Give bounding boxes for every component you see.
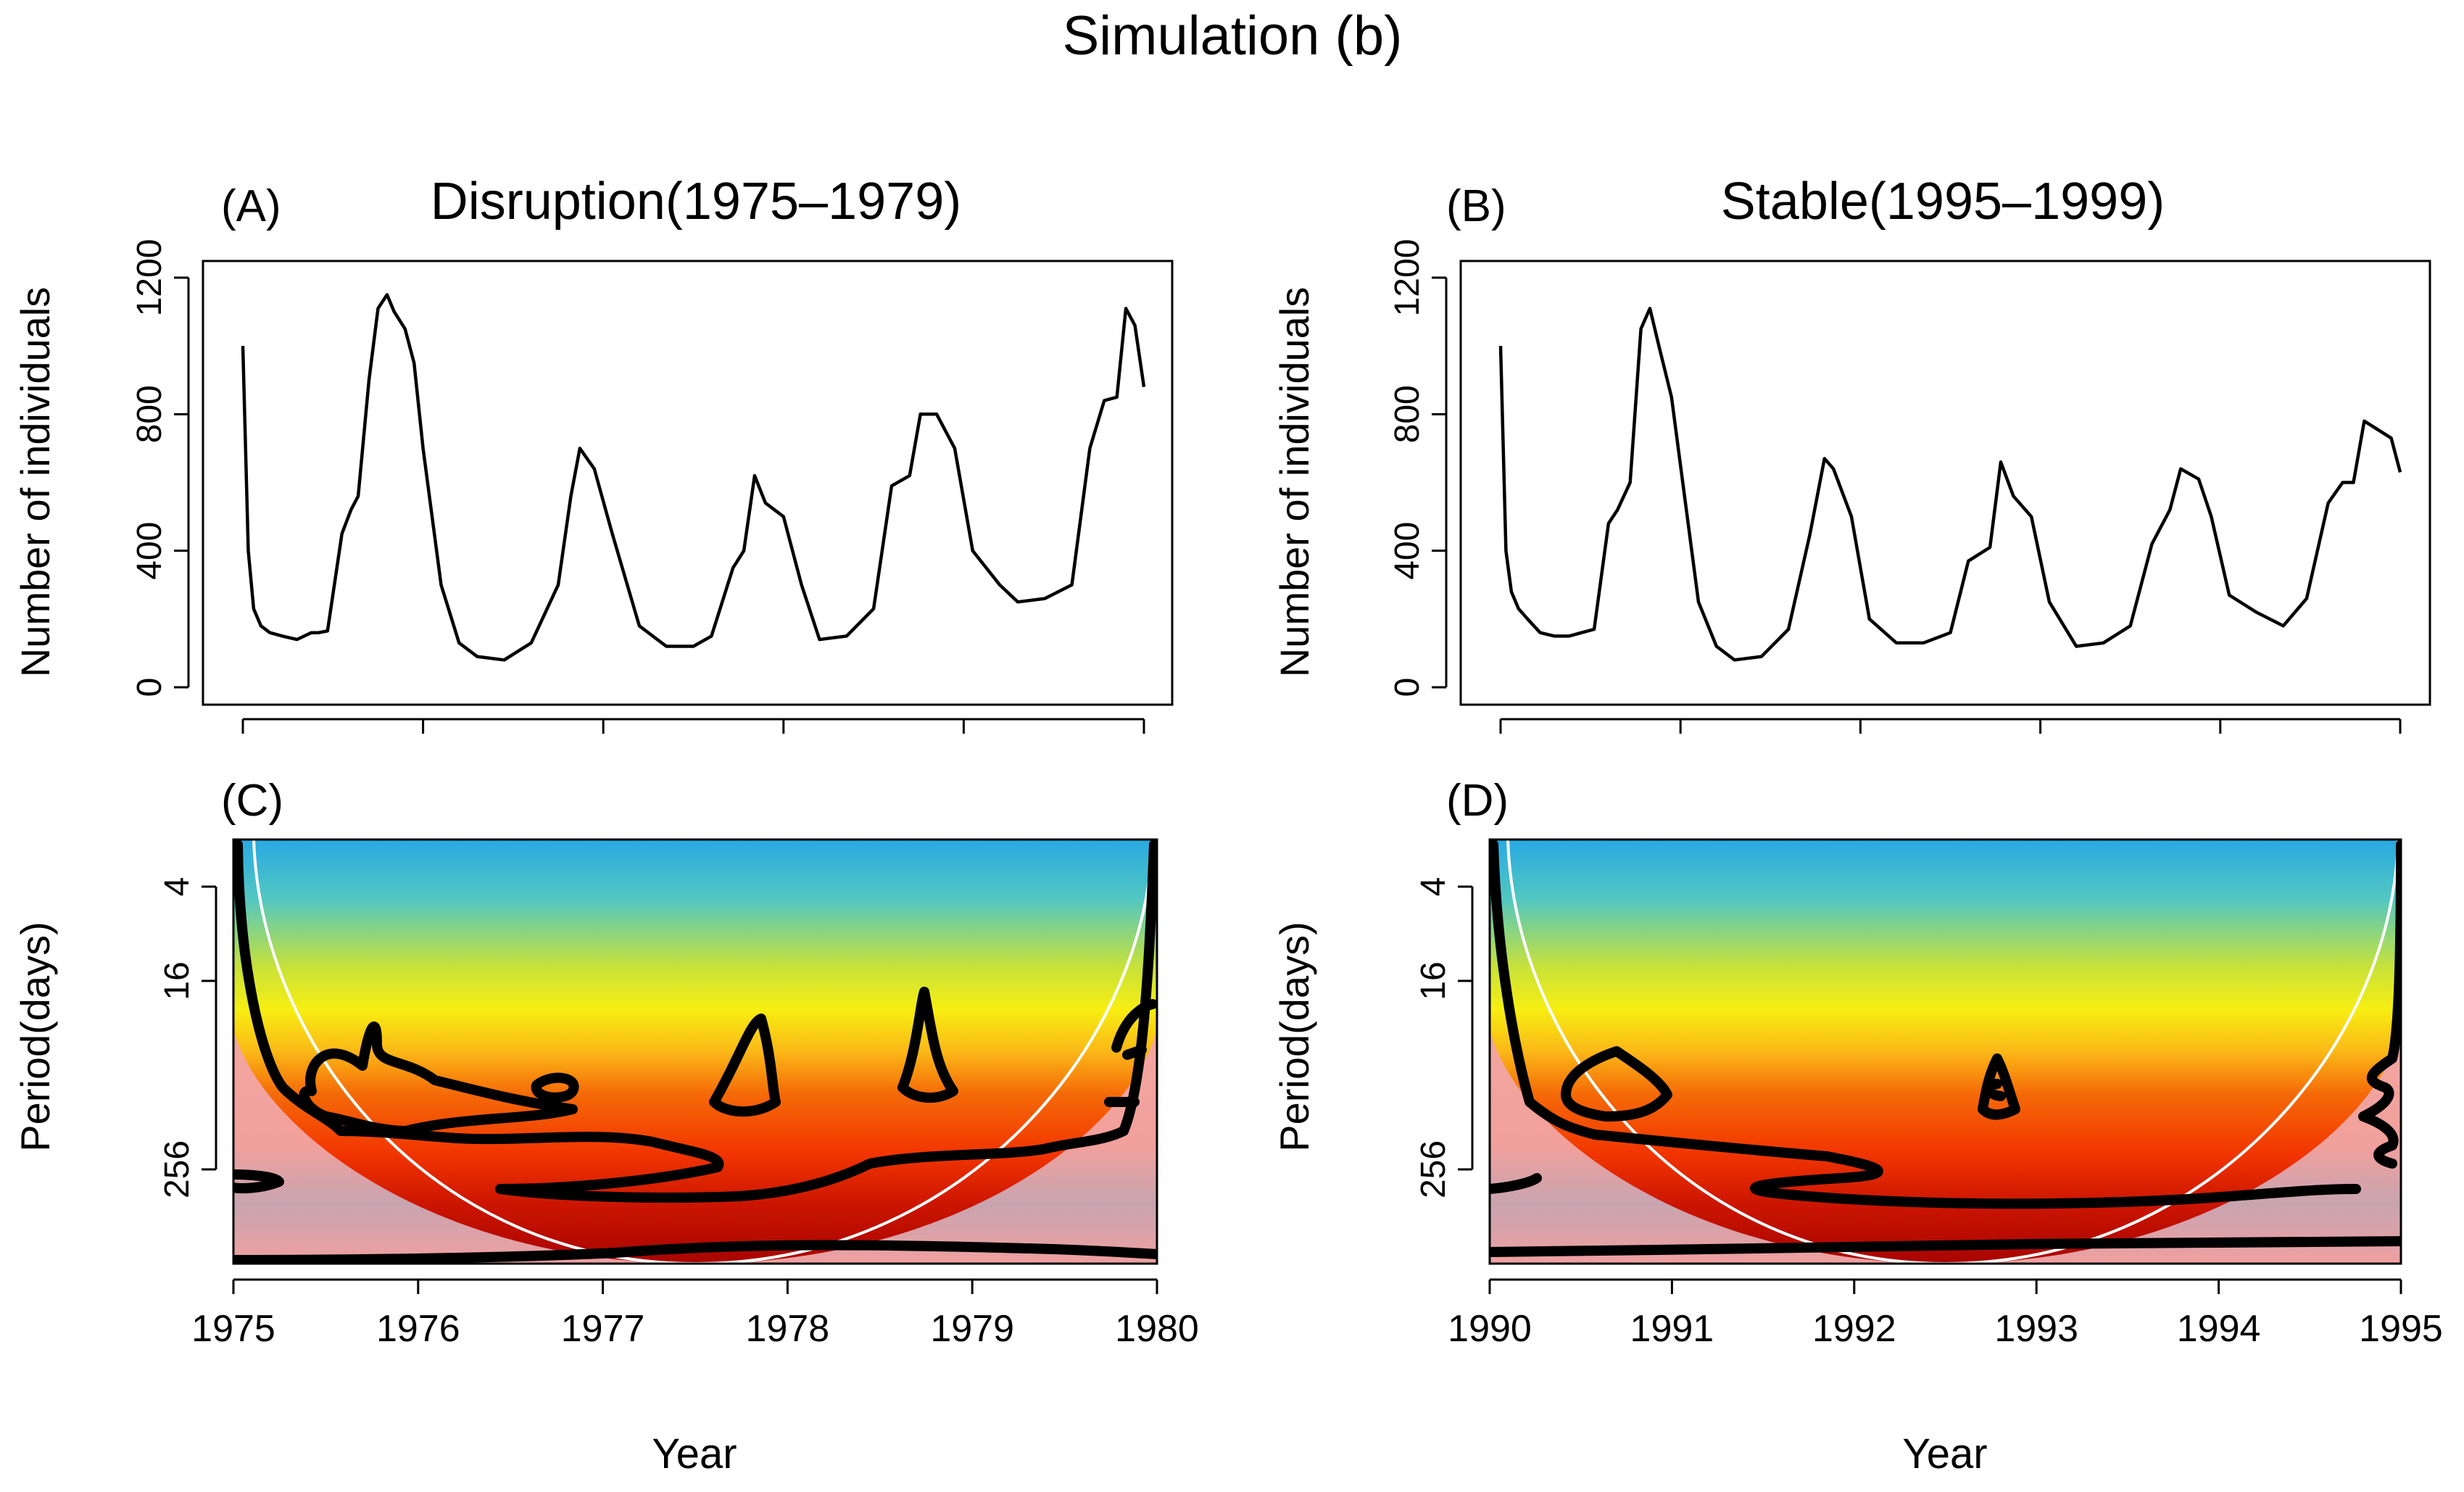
panel-d-x-tick-label: 1993 [1994, 1308, 2078, 1350]
panel-b-label: (B) [1446, 181, 1506, 231]
panel-c-x-tick-label: 1978 [746, 1308, 830, 1350]
panel-c-coi-boundary [252, 840, 1154, 1264]
panel-a-y-tick-label: 800 [130, 385, 169, 443]
panel-c-frame [232, 838, 1158, 1265]
panel-a-title: Disruption(1975–1979) [431, 173, 961, 231]
panel-d-x-tick-label: 1994 [2177, 1308, 2261, 1350]
panel-d-xlabel: Year [1902, 1430, 1987, 1478]
panel-b-axes: 0 400 800 1200 [1388, 239, 2402, 734]
panel-a-frame [202, 260, 1174, 706]
panel-d-x-tick-label: 1992 [1812, 1308, 1896, 1350]
panel-c-significance-contours [233, 840, 1157, 1264]
panel-a-y-tick-label: 1200 [130, 239, 169, 317]
panel-b-frame [1459, 260, 2431, 706]
panel-c-x-tick-label: 1979 [930, 1308, 1014, 1350]
panel-d-axes: 4 16 256 1990 1991 1992 1993 1994 1995 [1414, 877, 2443, 1350]
panel-b-y-tick-label: 800 [1388, 385, 1427, 443]
panel-b-title: Stable(1995–1999) [1721, 173, 2165, 231]
panel-c-power-spectrum [233, 840, 1157, 1264]
panel-c-x-tick-label: 1980 [1115, 1308, 1199, 1350]
panel-d-y-tick-label: 4 [1414, 877, 1453, 897]
panel-c-x-tick-label: 1976 [376, 1308, 460, 1350]
panel-c-x-tick-label: 1977 [561, 1308, 645, 1350]
panel-d-y-tick-label: 256 [1414, 1140, 1453, 1198]
panel-a-label: (A) [221, 181, 281, 231]
panel-d-label: (D) [1446, 776, 1509, 826]
panel-a-ylabel: Number of individuals [12, 287, 58, 677]
panel-b-ylabel: Number of individuals [1272, 287, 1317, 677]
panel-a-y-tick-label: 0 [130, 678, 169, 697]
panel-d-frame [1488, 838, 2402, 1265]
panel-d-power-bands [1490, 840, 2401, 1264]
panel-d-x-tick-label: 1990 [1448, 1308, 1532, 1350]
panel-d-significance-contours [1490, 840, 2401, 1257]
panel-d-y-tick-label: 16 [1414, 961, 1453, 1000]
panel-d-x-tick-label: 1995 [2359, 1308, 2443, 1350]
panel-b: (B) Stable(1995–1999) 0 400 800 1200 Number… [1272, 173, 2431, 734]
panel-c-y-tick-label: 256 [158, 1140, 196, 1198]
panel-a-series-line [241, 293, 1146, 662]
panel-c-ylabel: Period(days) [12, 921, 58, 1151]
panel-a-y-tick-label: 400 [130, 522, 169, 580]
panel-c: (C) 4 16 256 1975 1976 1977 1978 1979 1980 Perio… [12, 776, 1199, 1478]
panel-c-y-tick-label: 16 [158, 961, 196, 1000]
panel-b-y-tick-label: 400 [1388, 522, 1427, 580]
panel-d-power-spectrum [1490, 840, 2401, 1264]
panel-c-x-tick-label: 1975 [191, 1308, 275, 1350]
figure-title: Simulation (b) [1063, 5, 1403, 67]
panel-b-y-tick-label: 0 [1388, 678, 1427, 697]
panel-c-y-tick-label: 4 [158, 877, 196, 897]
panel-c-label: (C) [221, 776, 283, 826]
panel-a-axes: 0 400 800 1200 [130, 239, 1145, 734]
panel-c-xlabel: Year [652, 1430, 737, 1478]
panel-b-y-tick-label: 1200 [1388, 239, 1427, 317]
panel-d-x-tick-label: 1991 [1630, 1308, 1714, 1350]
panel-d: (D) 4 16 256 1990 1991 1992 1993 1994 1995 Perio… [1272, 776, 2443, 1478]
panel-c-axes: 4 16 256 1975 1976 1977 1978 1979 1980 [158, 877, 1199, 1350]
panel-a: (A) Disruption(1975–1979) 0 400 800 1200 Nu… [12, 173, 1174, 734]
panel-b-series-line [1498, 307, 2402, 662]
panel-d-ylabel: Period(days) [1272, 921, 1317, 1151]
